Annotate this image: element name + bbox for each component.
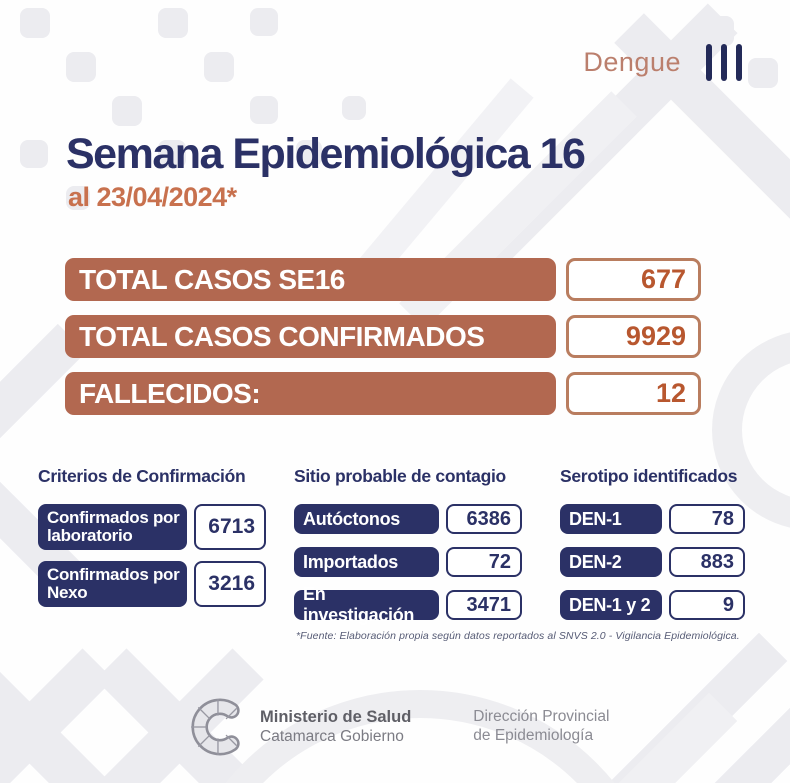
data-row-en-investigacion: En investigación 3471 bbox=[294, 584, 522, 625]
ministry-name: Ministerio de Salud bbox=[260, 708, 412, 727]
row-value: 78 bbox=[669, 504, 745, 534]
row-label: DEN-2 bbox=[560, 547, 662, 577]
data-row-confirmados-nexo: Confirmados por Nexo 3216 bbox=[38, 561, 266, 607]
summary-value: 9929 bbox=[566, 315, 701, 358]
row-label: DEN-1 y 2 bbox=[560, 590, 662, 620]
row-value: 6386 bbox=[446, 504, 522, 534]
direction-text: Dirección Provincial de Epidemiología bbox=[473, 708, 609, 746]
direction-line1: Dirección Provincial bbox=[473, 708, 610, 726]
data-row-den2: DEN-2 883 bbox=[560, 547, 745, 577]
summary-row-fallecidos: FALLECIDOS: 12 bbox=[65, 372, 701, 415]
catamarca-logo-icon bbox=[191, 698, 240, 756]
footer: Ministerio de Salud Catamarca Gobierno D… bbox=[190, 697, 609, 757]
brand-row: Dengue bbox=[583, 44, 742, 81]
row-value: 9 bbox=[669, 590, 745, 620]
row-label: Confirmados por laboratorio bbox=[38, 504, 187, 550]
three-bars-icon bbox=[697, 44, 742, 81]
page-title: Semana Epidemiológica 16 bbox=[66, 130, 586, 178]
summary-row-total-confirmados: TOTAL CASOS CONFIRMADOS 9929 bbox=[65, 315, 701, 358]
summary-row-total-se16: TOTAL CASOS SE16 677 bbox=[65, 258, 701, 301]
row-value: 3471 bbox=[446, 590, 522, 620]
column-heading: Criterios de Confirmación bbox=[38, 466, 246, 486]
ministry-text: Ministerio de Salud Catamarca Gobierno bbox=[260, 707, 411, 746]
data-row-importados: Importados 72 bbox=[294, 547, 522, 577]
data-row-den1: DEN-1 78 bbox=[560, 504, 745, 534]
row-value: 72 bbox=[446, 547, 522, 577]
report-date: al 23/04/2024* bbox=[68, 182, 237, 212]
row-label: DEN-1 bbox=[560, 504, 662, 534]
column-heading: Sitio probable de contagio bbox=[294, 466, 506, 486]
data-row-confirmados-laboratorio: Confirmados por laboratorio 6713 bbox=[38, 504, 266, 550]
summary-label: FALLECIDOS: bbox=[65, 372, 556, 415]
row-label: Autóctonos bbox=[294, 504, 439, 534]
column-criterios-confirmacion: Criterios de Confirmación Confirmados po… bbox=[38, 466, 266, 633]
government-name: Catamarca Gobierno bbox=[260, 727, 404, 745]
summary-value: 677 bbox=[566, 258, 701, 301]
summary-label: TOTAL CASOS SE16 bbox=[65, 258, 556, 301]
summary-label: TOTAL CASOS CONFIRMADOS bbox=[65, 315, 556, 358]
data-row-den1y2: DEN-1 y 2 9 bbox=[560, 590, 745, 620]
summary-section: TOTAL CASOS SE16 677 TOTAL CASOS CONFIRM… bbox=[65, 258, 701, 429]
column-serotipos: Serotipo identificados DEN-1 78 DEN-2 88… bbox=[560, 466, 745, 633]
brand-dengue-label: Dengue bbox=[583, 47, 681, 77]
row-value: 883 bbox=[669, 547, 745, 577]
column-sitio-contagio: Sitio probable de contagio Autóctonos 63… bbox=[294, 466, 522, 633]
column-heading: Serotipo identificados bbox=[560, 466, 738, 486]
data-row-autoctonos: Autóctonos 6386 bbox=[294, 504, 522, 534]
direction-line2: de Epidemiología bbox=[473, 727, 594, 744]
row-label: Importados bbox=[294, 547, 439, 577]
row-value: 3216 bbox=[194, 561, 266, 607]
detail-columns: Criterios de Confirmación Confirmados po… bbox=[38, 466, 745, 633]
row-value: 6713 bbox=[194, 504, 266, 550]
source-footnote: *Fuente: Elaboración propia según datos … bbox=[296, 630, 740, 642]
row-label: En investigación bbox=[294, 584, 439, 625]
row-label: Confirmados por Nexo bbox=[38, 561, 187, 607]
summary-value: 12 bbox=[566, 372, 701, 415]
